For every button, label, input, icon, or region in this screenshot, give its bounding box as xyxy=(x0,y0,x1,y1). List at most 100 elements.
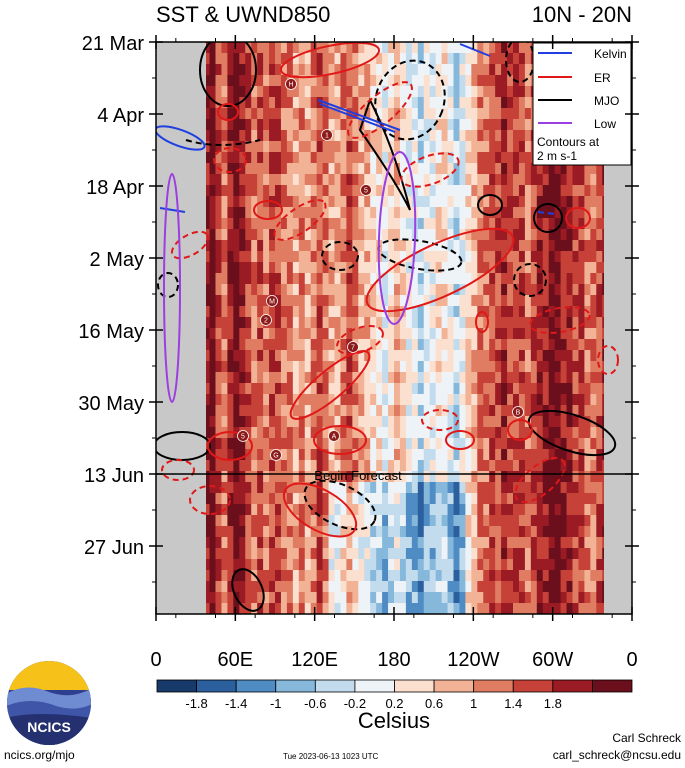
author-email[interactable]: carl_schreck@ncsu.edu xyxy=(552,748,681,762)
heat-cell xyxy=(388,361,395,373)
heat-cell xyxy=(286,394,294,406)
heat-cell xyxy=(489,559,496,571)
heat-cell xyxy=(578,394,585,406)
heat-cell xyxy=(215,218,223,230)
heat-cell xyxy=(346,53,353,65)
heat-cell xyxy=(435,295,443,307)
heat-cell xyxy=(370,361,377,373)
heat-cell xyxy=(441,361,449,373)
heat-cell xyxy=(275,75,282,87)
heat-cell xyxy=(483,372,490,384)
heat-cell xyxy=(328,295,336,307)
heat-cell xyxy=(239,75,246,87)
mjo-contour xyxy=(185,139,261,146)
heat-cell xyxy=(548,416,556,428)
website-link[interactable]: ncics.org/mjo xyxy=(4,748,75,762)
heat-cell xyxy=(483,75,490,87)
heat-cell xyxy=(423,581,431,593)
heat-cell xyxy=(578,537,585,549)
heat-cell xyxy=(405,383,413,395)
heat-cell xyxy=(507,108,514,120)
heat-cell xyxy=(596,262,603,274)
mjo-contour xyxy=(513,263,547,297)
heat-cell xyxy=(304,273,312,285)
heat-cell xyxy=(513,130,520,142)
heat-cell xyxy=(382,53,389,65)
heat-cell xyxy=(584,559,591,571)
heat-cell xyxy=(292,64,300,76)
heat-cell xyxy=(358,218,365,230)
heat-cell xyxy=(441,185,449,197)
heat-cell xyxy=(328,152,336,164)
heat-cell xyxy=(269,416,276,428)
heat-cell xyxy=(209,339,217,351)
heat-cell xyxy=(263,53,270,65)
heat-cell xyxy=(394,328,401,340)
heat-cell xyxy=(245,317,252,329)
heat-cell xyxy=(423,548,431,560)
heat-cell xyxy=(518,295,526,307)
heat-cell xyxy=(310,130,318,142)
heat-cell xyxy=(346,548,353,560)
heat-cell xyxy=(465,339,472,351)
heat-cell xyxy=(239,383,246,395)
heat-cell xyxy=(245,108,252,120)
er-contour xyxy=(253,200,283,220)
heat-cell xyxy=(233,240,240,252)
heat-cell xyxy=(429,86,437,98)
heat-cell xyxy=(227,482,234,494)
colorbar-label: Celsius xyxy=(358,708,430,733)
heat-cell xyxy=(489,449,496,461)
heat-cell xyxy=(584,460,591,472)
heat-cell xyxy=(423,284,431,296)
heat-cell xyxy=(352,350,359,362)
heat-cell xyxy=(429,328,437,340)
heat-cell xyxy=(233,174,240,186)
heat-cell xyxy=(483,504,490,516)
heat-cell xyxy=(263,328,270,340)
heat-cell xyxy=(346,130,353,142)
heat-cell xyxy=(536,229,544,241)
heat-cell xyxy=(501,152,508,164)
heat-cell xyxy=(298,383,306,395)
heat-cell xyxy=(263,229,270,241)
storm-marker xyxy=(328,430,340,442)
heat-cell xyxy=(364,163,371,175)
heat-cell xyxy=(292,603,300,614)
heat-cell xyxy=(417,185,425,197)
heat-cell xyxy=(286,240,294,252)
heat-cell xyxy=(352,460,359,472)
heat-cell xyxy=(483,196,490,208)
colorbar: -1.8 -1.4 -1 -0.6 -0.2 0.2 0.6 1 1.4 1.8 xyxy=(156,679,633,711)
heat-cell xyxy=(495,42,502,54)
heat-cell xyxy=(536,471,544,483)
heat-cell xyxy=(322,108,330,120)
storm-marker-label: B xyxy=(516,410,521,417)
heat-cell xyxy=(203,97,211,109)
heat-cell xyxy=(429,174,437,186)
heat-cell xyxy=(370,229,377,241)
heat-cell xyxy=(328,394,336,406)
heat-cell xyxy=(269,361,276,373)
heat-cell xyxy=(429,196,437,208)
heat-cell xyxy=(388,526,395,538)
heat-cell xyxy=(495,328,502,340)
heat-cell xyxy=(394,229,401,241)
heat-cell xyxy=(560,350,568,362)
heat-cell xyxy=(364,86,371,98)
mjo-contour xyxy=(321,241,359,271)
heat-cell xyxy=(215,42,223,54)
heat-cell xyxy=(245,284,252,296)
heat-cell xyxy=(388,427,395,439)
heat-cell xyxy=(429,581,437,593)
heat-cell xyxy=(221,207,228,219)
heat-cell xyxy=(233,163,240,175)
heat-cell xyxy=(251,130,258,142)
heat-cell xyxy=(560,493,568,505)
heat-cell xyxy=(310,394,318,406)
heat-cell xyxy=(513,42,520,54)
heat-cell xyxy=(358,75,365,87)
heat-cell xyxy=(298,482,306,494)
heat-cell xyxy=(292,427,300,439)
